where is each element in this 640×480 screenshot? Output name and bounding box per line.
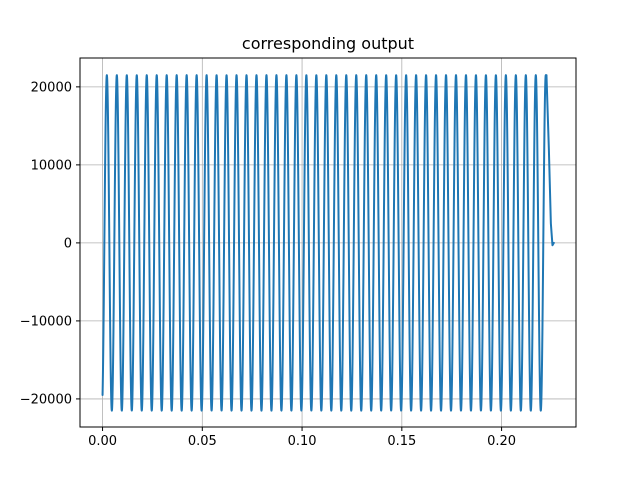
y-tick-label: 0 <box>64 236 72 251</box>
y-tick-label: 10000 <box>31 158 72 173</box>
chart-title: corresponding output <box>242 34 414 53</box>
series-line <box>101 74 555 412</box>
x-tick-label: 0.20 <box>487 434 516 449</box>
x-tick-label: 0.05 <box>188 434 217 449</box>
y-axis-ticks: −20000 −10000 0 10000 20000 <box>20 80 80 407</box>
y-tick-label: 20000 <box>31 80 72 95</box>
y-tick-label: −20000 <box>20 392 72 407</box>
y-tick-label: −10000 <box>20 314 72 329</box>
x-tick-label: 0.15 <box>387 434 416 449</box>
x-tick-label: 0.10 <box>288 434 317 449</box>
x-axis-ticks: 0.00 0.05 0.10 0.15 0.20 <box>88 427 516 449</box>
x-tick-label: 0.00 <box>88 434 117 449</box>
plot-series <box>101 74 555 412</box>
